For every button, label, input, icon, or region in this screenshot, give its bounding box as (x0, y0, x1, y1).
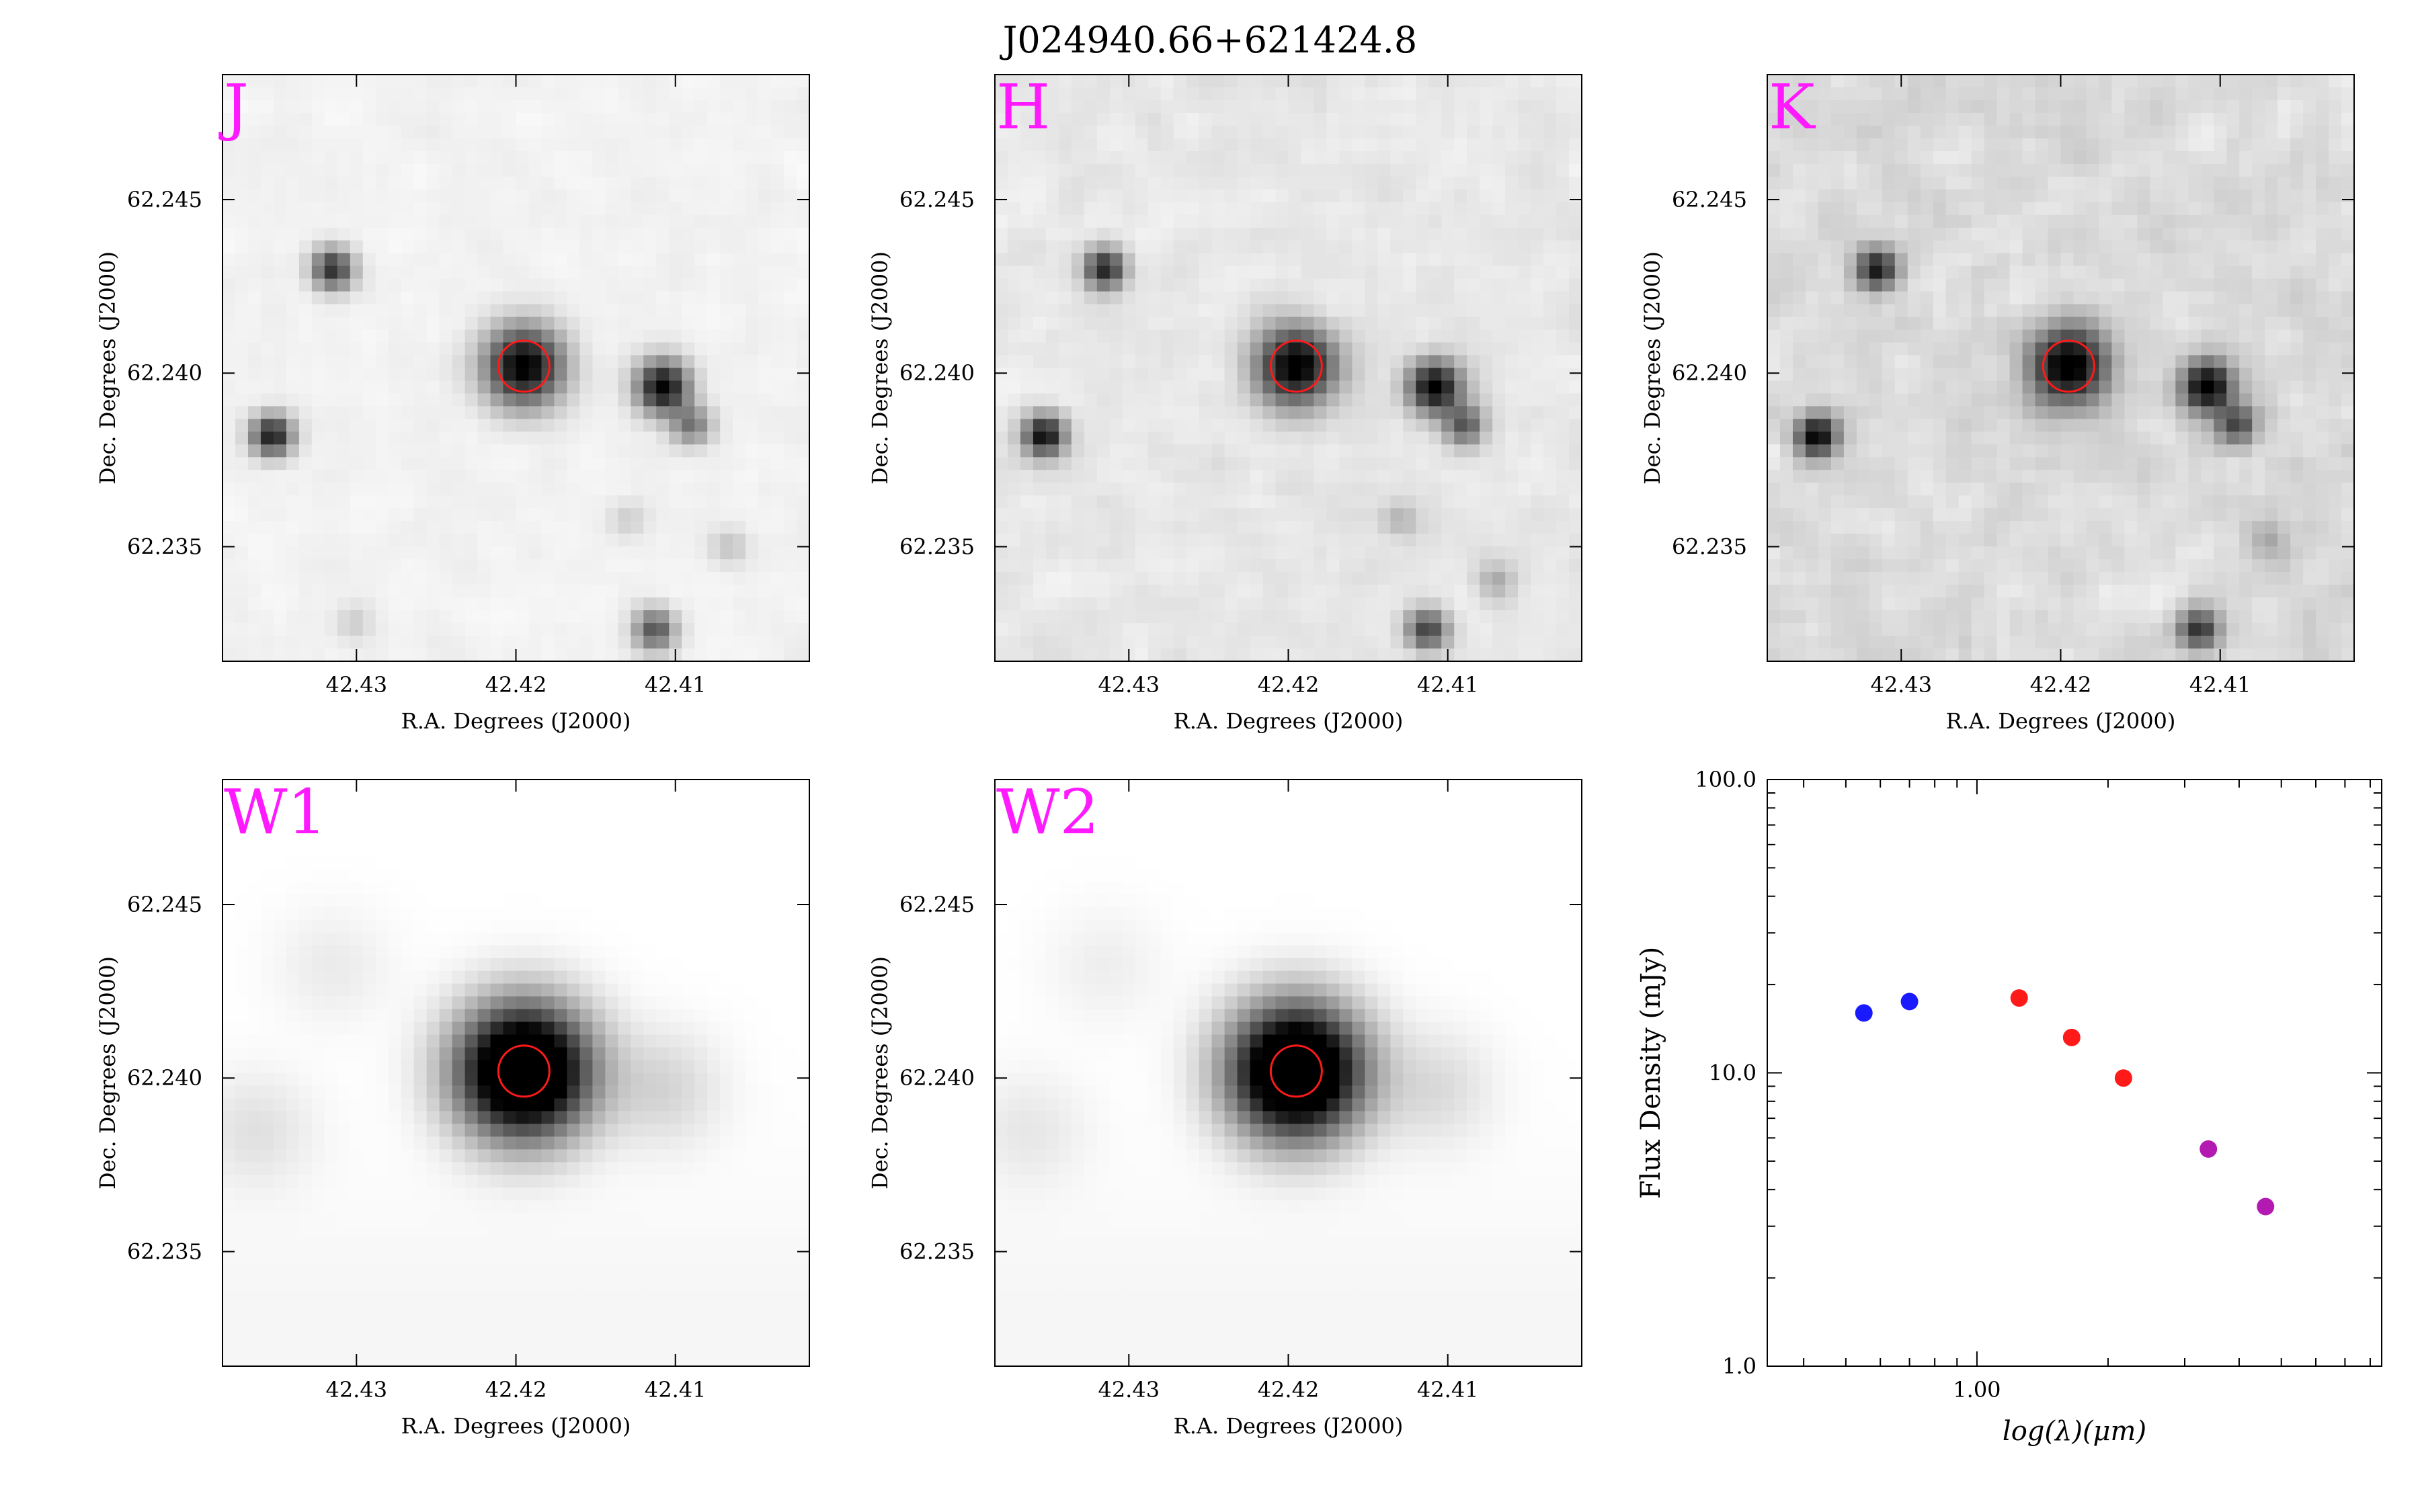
band-label: K (1769, 71, 1816, 143)
y-tick-label: 62.240 (899, 1065, 975, 1091)
x-tick-label: 42.42 (485, 1377, 547, 1402)
y-tick-label: 62.235 (127, 534, 202, 560)
figure-title: J024940.66+621424.8 (1002, 19, 1418, 61)
y-tick-label: 62.240 (127, 360, 202, 386)
data-point (2114, 1069, 2132, 1087)
y-axis-label: Dec. Degrees (J2000) (867, 251, 893, 485)
sky-image (1767, 75, 2354, 661)
x-axis-label: R.A. Degrees (J2000) (401, 708, 631, 734)
image-panel-W2: W2 42.41 42.42 42.43 62.235 62.240 62.245 R.A. … (867, 776, 1582, 1439)
x-axis-label: R.A. Degrees (J2000) (401, 1413, 631, 1439)
x-tick-label: 42.41 (2189, 672, 2251, 698)
sky-image (223, 75, 809, 661)
y-axis-label: Dec. Degrees (J2000) (95, 956, 120, 1189)
x-tick-label: 42.41 (1417, 1377, 1479, 1402)
x-tick-label: 42.42 (485, 672, 547, 698)
x-tick-label: 42.42 (1258, 672, 1320, 698)
y-tick-label: 62.245 (899, 187, 975, 212)
image-panel-H: H 42.41 42.42 42.43 62.235 62.240 62.245 R.A. D… (867, 71, 1582, 734)
y-tick-label: 62.245 (127, 892, 202, 917)
image-panel-K: K 42.41 42.42 42.43 62.235 62.240 62.245 R.A. D… (1640, 71, 2355, 734)
band-label: W1 (224, 776, 327, 848)
sky-image (995, 780, 1582, 1366)
y-tick-label: 10.0 (1709, 1060, 1757, 1086)
data-point (2200, 1140, 2218, 1158)
data-point (2010, 989, 2028, 1007)
x-tick-label: 42.43 (325, 1377, 387, 1402)
data-point (2062, 1028, 2081, 1046)
image-panel-J: J 42.41 42.42 42.43 62.235 62.240 62.245 R.A. D… (95, 71, 810, 734)
data-point (1900, 993, 1919, 1011)
data-point (1855, 1004, 1873, 1022)
y-tick-label: 62.240 (899, 360, 975, 386)
sed-panel: 1.00 1.0 10.0 100.0 log(λ)(μm) Flux Density (… (1636, 767, 2382, 1447)
target-circle (497, 1044, 551, 1098)
image-panel-W1: W1 42.41 42.42 42.43 62.235 62.240 62.245 R.A. … (95, 776, 810, 1439)
x-tick-label: 1.00 (1953, 1377, 2001, 1402)
x-axis-label: R.A. Degrees (J2000) (1174, 1413, 1404, 1439)
x-tick-label: 42.43 (325, 672, 387, 698)
x-axis-label: R.A. Degrees (J2000) (1174, 708, 1404, 734)
y-axis-label: Dec. Degrees (J2000) (1640, 251, 1665, 485)
target-circle (2042, 339, 2095, 393)
y-tick-label: 1.0 (1722, 1353, 1757, 1379)
y-tick-label: 62.245 (1672, 187, 1747, 212)
x-axis-label: R.A. Degrees (J2000) (1946, 708, 2176, 734)
sky-image (223, 780, 809, 1366)
y-axis-label: Flux Density (mJy) (1636, 947, 1666, 1200)
y-tick-label: 62.245 (899, 892, 975, 917)
x-tick-label: 42.43 (1870, 672, 1932, 698)
y-tick-label: 62.235 (899, 1239, 975, 1265)
band-label: W2 (996, 776, 1099, 848)
target-circle (1269, 339, 1323, 393)
y-tick-label: 100.0 (1695, 767, 1757, 792)
y-tick-label: 62.235 (127, 1239, 202, 1265)
data-point (2257, 1198, 2275, 1216)
plot-frame (1767, 779, 2382, 1367)
y-tick-label: 62.235 (899, 534, 975, 560)
x-tick-label: 42.42 (2030, 672, 2092, 698)
band-label: H (996, 71, 1050, 143)
target-circle (497, 339, 551, 393)
x-tick-label: 42.41 (645, 672, 707, 698)
x-tick-label: 42.41 (645, 1377, 707, 1402)
y-axis-label: Dec. Degrees (J2000) (867, 956, 893, 1189)
y-axis-label: Dec. Degrees (J2000) (95, 251, 120, 485)
x-tick-label: 42.41 (1417, 672, 1479, 698)
y-tick-label: 62.245 (127, 187, 202, 212)
band-label: J (218, 71, 249, 143)
target-circle (1269, 1044, 1323, 1098)
x-tick-label: 42.43 (1098, 672, 1160, 698)
y-tick-label: 62.240 (127, 1065, 202, 1091)
x-tick-label: 42.43 (1098, 1377, 1160, 1402)
sky-image (995, 75, 1582, 661)
y-tick-label: 62.235 (1672, 534, 1747, 560)
y-tick-label: 62.240 (1672, 360, 1747, 386)
x-axis-label: log(λ)(μm) (2003, 1416, 2146, 1447)
x-tick-label: 42.42 (1258, 1377, 1320, 1402)
